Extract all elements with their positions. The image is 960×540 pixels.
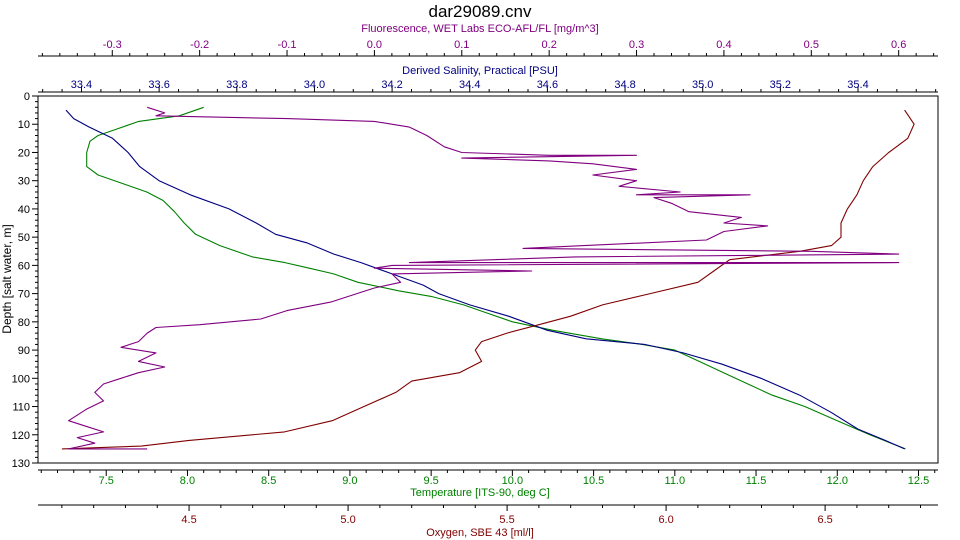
axes-layer: -0.3 -0.2 -0.1 0.0 0.1 0.2 0.3 0.4 0.5 0.6 Fluores… xyxy=(12,23,938,539)
temperature-tick-label: 8.5 xyxy=(261,475,276,487)
oxygen-axis-title: Oxygen, SBE 43 [ml/l] xyxy=(426,527,534,539)
depth-tick-label: 30 xyxy=(18,176,30,188)
depth-axis: 0 10 20 30 40 50 60 70 80 90 100 110 120 130 xyxy=(12,91,38,470)
fluorescence-axis-title: Fluorescence, WET Labs ECO-AFL/FL [mg/m^… xyxy=(361,23,598,35)
temperature-axis: 7.5 8.0 8.5 9.0 9.5 10.0 10.5 11.0 11.5 12.0 12.5 T… xyxy=(38,469,938,499)
temperature-tick-label: 8.0 xyxy=(180,475,195,487)
temperature-tick-label: 7.5 xyxy=(99,475,114,487)
temperature-tick-label: 10.5 xyxy=(583,475,604,487)
series-layer xyxy=(61,106,915,450)
fluorescence-tick-label: 0.1 xyxy=(454,39,469,51)
salinity-tick-label: 34.2 xyxy=(381,79,402,91)
chart-title: dar29089.cnv xyxy=(428,2,532,21)
fluorescence-tick-label: -0.1 xyxy=(278,39,297,51)
salinity-axis-title: Derived Salinity, Practical [PSU] xyxy=(402,65,558,77)
salinity-tick-label: 34.4 xyxy=(459,79,480,91)
fluorescence-series-line xyxy=(68,106,900,450)
salinity-tick-label: 33.8 xyxy=(226,79,247,91)
salinity-axis: 33.4 33.6 33.8 34.0 34.2 34.4 34.6 34.8 35.0 35.2… xyxy=(38,65,938,93)
depth-tick-label: 80 xyxy=(18,317,30,329)
y-axis-label: Depth [salt water, m] xyxy=(0,224,14,333)
salinity-tick-label: 34.0 xyxy=(304,79,325,91)
oxygen-series-line xyxy=(61,109,915,450)
depth-tick-label: 0 xyxy=(24,91,30,103)
temperature-tick-label: 11.0 xyxy=(665,475,686,487)
depth-tick-label: 90 xyxy=(18,345,30,357)
temperature-tick-label: 9.0 xyxy=(342,475,357,487)
fluorescence-tick-label: -0.3 xyxy=(103,39,122,51)
oxygen-tick-label: 6.0 xyxy=(658,514,673,526)
temperature-tick-label: 12.5 xyxy=(908,475,929,487)
salinity-tick-label: 35.4 xyxy=(847,79,868,91)
oxygen-tick-label: 5.0 xyxy=(340,514,355,526)
depth-tick-label: 10 xyxy=(18,119,30,131)
oxygen-tick-label: 5.5 xyxy=(499,514,514,526)
salinity-tick-label: 33.6 xyxy=(148,79,169,91)
temperature-series-line xyxy=(86,106,906,450)
depth-tick-label: 40 xyxy=(18,204,30,216)
fluorescence-tick-label: 0.4 xyxy=(716,39,731,51)
depth-tick-label: 130 xyxy=(12,458,30,470)
temperature-tick-label: 12.0 xyxy=(827,475,848,487)
fluorescence-tick-label: -0.2 xyxy=(190,39,209,51)
depth-tick-label: 20 xyxy=(18,147,30,159)
fluorescence-tick-label: 0.3 xyxy=(629,39,644,51)
salinity-tick-label: 34.8 xyxy=(614,79,635,91)
depth-tick-label: 70 xyxy=(18,289,30,301)
depth-tick-label: 110 xyxy=(12,402,30,414)
oxygen-tick-label: 6.5 xyxy=(817,514,832,526)
temperature-tick-label: 9.5 xyxy=(423,475,438,487)
salinity-tick-label: 33.4 xyxy=(71,79,92,91)
depth-tick-label: 120 xyxy=(12,430,30,442)
oxygen-axis: 4.5 5.0 5.5 6.0 6.5 Oxygen, SBE 43 [ml/l] xyxy=(38,504,938,539)
salinity-tick-label: 35.2 xyxy=(770,79,791,91)
fluorescence-tick-label: 0.6 xyxy=(891,39,906,51)
fluorescence-tick-label: 0.0 xyxy=(367,39,382,51)
temperature-tick-label: 11.5 xyxy=(746,475,767,487)
depth-tick-label: 60 xyxy=(18,260,30,272)
oxygen-tick-label: 4.5 xyxy=(181,514,196,526)
salinity-series-line xyxy=(65,109,905,450)
fluorescence-axis: -0.3 -0.2 -0.1 0.0 0.1 0.2 0.3 0.4 0.5 0.6 Fluores… xyxy=(38,23,938,57)
depth-tick-label: 50 xyxy=(18,232,30,244)
plot-frame xyxy=(37,95,939,464)
depth-tick-label: 100 xyxy=(12,373,30,385)
salinity-tick-label: 35.0 xyxy=(692,79,713,91)
fluorescence-tick-label: 0.2 xyxy=(542,39,557,51)
salinity-tick-label: 34.6 xyxy=(537,79,558,91)
fluorescence-tick-label: 0.5 xyxy=(804,39,819,51)
temperature-tick-label: 10.0 xyxy=(502,475,523,487)
temperature-axis-title: Temperature [ITS-90, deg C] xyxy=(410,487,549,499)
